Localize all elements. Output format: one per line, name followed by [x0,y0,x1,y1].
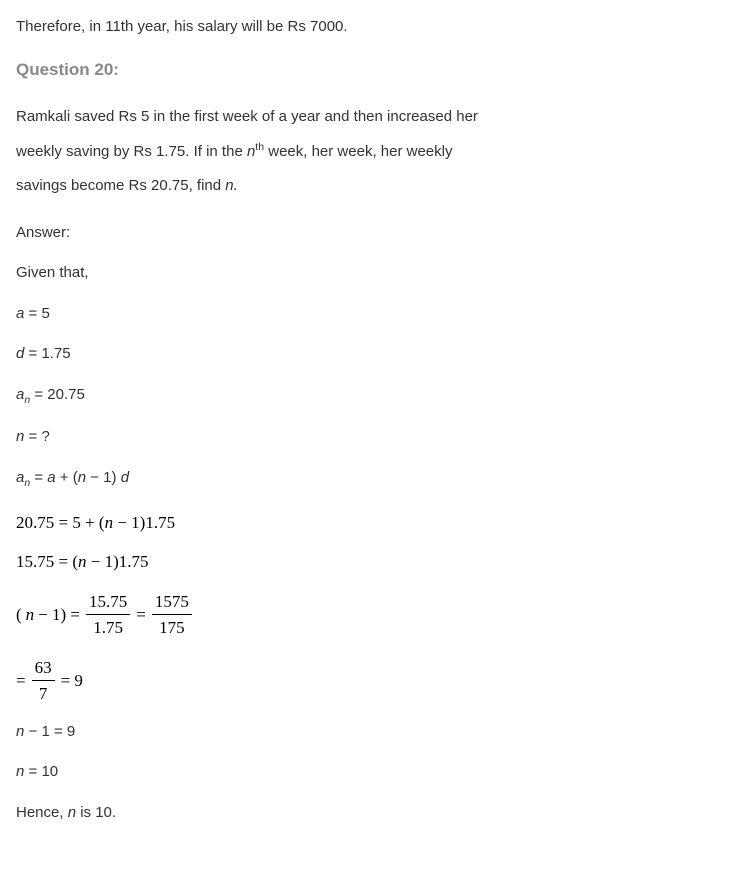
equation: d = 1.75 [16,343,719,366]
eq-text: = 20.75 [30,386,85,403]
problem-text: week, her week, her weekly [264,143,452,160]
answer-label: Answer: [16,222,719,245]
eq-text: − 1) [86,469,121,486]
eq-text: + ( [56,469,78,486]
denominator: 7 [32,681,55,707]
math-text: = [136,602,146,628]
math-text: 15.75 = ( [16,552,78,571]
final-text: Hence, [16,804,68,821]
variable: n [78,469,86,486]
numerator: 15.75 [86,589,130,616]
variable: n [26,602,35,628]
fraction: 1575 175 [152,589,192,641]
equation: n − 1 = 9 [16,721,719,744]
math-text: = [16,668,26,694]
variable: n. [225,177,238,194]
given-label: Given that, [16,262,719,285]
eq-text: = ? [24,428,49,445]
variable: n [78,552,87,571]
final-text: is 10. [76,804,116,821]
fraction: 15.75 1.75 [86,589,130,641]
math-line: = 63 7 = 9 [16,655,719,707]
equation: n = 10 [16,761,719,784]
eq-text: = [30,469,47,486]
problem-text: savings become Rs 20.75, find [16,177,225,194]
variable: a [47,469,55,486]
variable: n [105,513,114,532]
denominator: 1.75 [86,615,130,641]
variable: n [68,804,76,821]
problem-statement: Ramkali saved Rs 5 in the first week of … [16,100,719,204]
numerator: 63 [32,655,55,682]
problem-text: Ramkali saved Rs 5 in the first week of … [16,108,478,125]
equation: n = ? [16,426,719,449]
eq-text: = 10 [24,763,58,780]
question-heading: Question 20: [16,57,719,83]
math-text: − 1)1.75 [113,513,175,532]
superscript: th [255,141,264,153]
eq-text: = 5 [24,305,49,322]
numerator: 1575 [152,589,192,616]
equation: a = 5 [16,303,719,326]
math-line: (n − 1) = 15.75 1.75 = 1575 175 [16,589,719,641]
intro-line: Therefore, in 11th year, his salary will… [16,16,719,39]
fraction: 63 7 [32,655,55,707]
math-line: 15.75 = (n − 1)1.75 [16,549,719,575]
math-line: 20.75 = 5 + (n − 1)1.75 [16,510,719,536]
math-text: − 1)1.75 [87,552,149,571]
variable: d [121,469,129,486]
math-text: ( [16,602,22,628]
eq-text: = 1.75 [24,345,70,362]
equation: an = 20.75 [16,384,719,409]
equation: an = a + (n − 1) d [16,467,719,492]
math-text: − 1) = [38,602,80,628]
final-line: Hence, n is 10. [16,802,719,825]
math-text: = 9 [61,668,83,694]
problem-text: weekly saving by Rs 1.75. If in the [16,143,247,160]
eq-text: − 1 = 9 [24,723,75,740]
denominator: 175 [152,615,192,641]
math-text: 20.75 = 5 + ( [16,513,105,532]
